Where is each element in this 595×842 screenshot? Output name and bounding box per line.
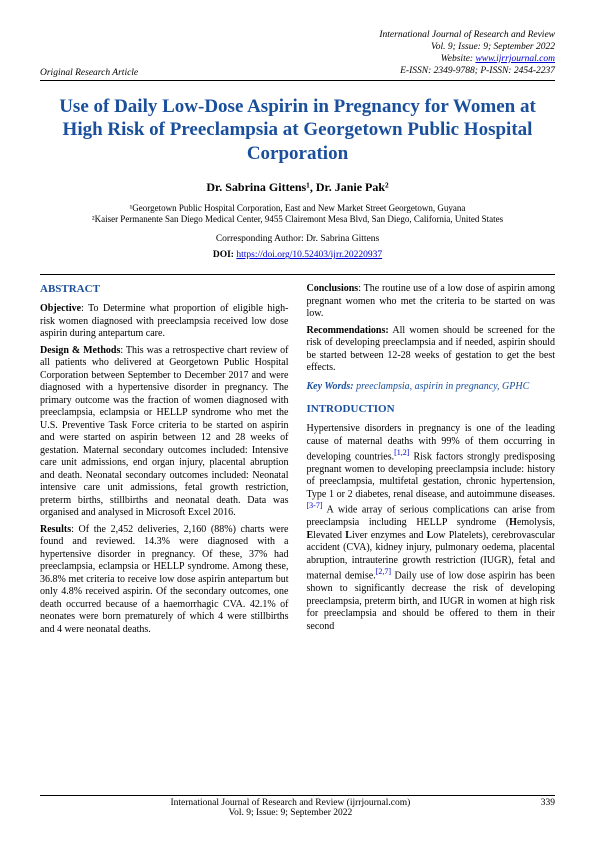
article-title: Use of Daily Low-Dose Aspirin in Pregnan… [40, 95, 555, 166]
footer-center: International Journal of Research and Re… [40, 798, 541, 818]
affil-1: ¹Georgetown Public Hospital Corporation,… [40, 203, 555, 214]
divider [40, 274, 555, 275]
intro-para: Hypertensive disorders in pregnancy is o… [307, 423, 556, 633]
journal-issn: E-ISSN: 2349-9788; P-ISSN: 2454-2237 [379, 66, 555, 78]
objective-para: Objective: To Determine what proportion … [40, 303, 289, 341]
page-number: 339 [541, 798, 555, 818]
journal-issue: Vol. 9; Issue: 9; September 2022 [379, 42, 555, 54]
citation-3: [2,7] [376, 567, 391, 576]
results-para: Results: Of the 2,452 deliveries, 2,160 … [40, 524, 289, 637]
journal-info: International Journal of Research and Re… [379, 30, 555, 78]
affiliations: ¹Georgetown Public Hospital Corporation,… [40, 203, 555, 225]
citation-1: [1,2] [394, 448, 409, 457]
journal-website: Website: www.ijrrjournal.com [379, 54, 555, 66]
doi-link[interactable]: https://doi.org/10.52403/ijrr.20220937 [236, 250, 382, 260]
left-column: ABSTRACT Objective: To Determine what pr… [40, 283, 289, 640]
citation-2: [3-7] [307, 501, 323, 510]
article-type: Original Research Article [40, 68, 138, 78]
footer-journal: International Journal of Research and Re… [40, 798, 541, 808]
page-header: Original Research Article International … [40, 30, 555, 81]
journal-name: International Journal of Research and Re… [379, 30, 555, 42]
recommendations-para: Recommendations: All women should be scr… [307, 325, 556, 375]
abstract-heading: ABSTRACT [40, 283, 289, 297]
website-link[interactable]: www.ijrrjournal.com [475, 54, 555, 64]
authors: Dr. Sabrina Gittens¹, Dr. Janie Pak² [40, 180, 555, 195]
corresponding-author: Corresponding Author: Dr. Sabrina Gitten… [40, 234, 555, 244]
design-para: Design & Methods: This was a retrospecti… [40, 345, 289, 520]
conclusions-para: Conclusions: The routine use of a low do… [307, 283, 556, 321]
doi: DOI: https://doi.org/10.52403/ijrr.20220… [40, 250, 555, 260]
affil-2: ²Kaiser Permanente San Diego Medical Cen… [40, 214, 555, 225]
introduction-heading: INTRODUCTION [307, 403, 556, 417]
footer-issue: Vol. 9; Issue: 9; September 2022 [40, 808, 541, 818]
right-column: Conclusions: The routine use of a low do… [307, 283, 556, 640]
page-footer: International Journal of Research and Re… [40, 795, 555, 818]
keywords: Key Words: preeclampsia, aspirin in preg… [307, 381, 556, 394]
body-columns: ABSTRACT Objective: To Determine what pr… [40, 283, 555, 640]
